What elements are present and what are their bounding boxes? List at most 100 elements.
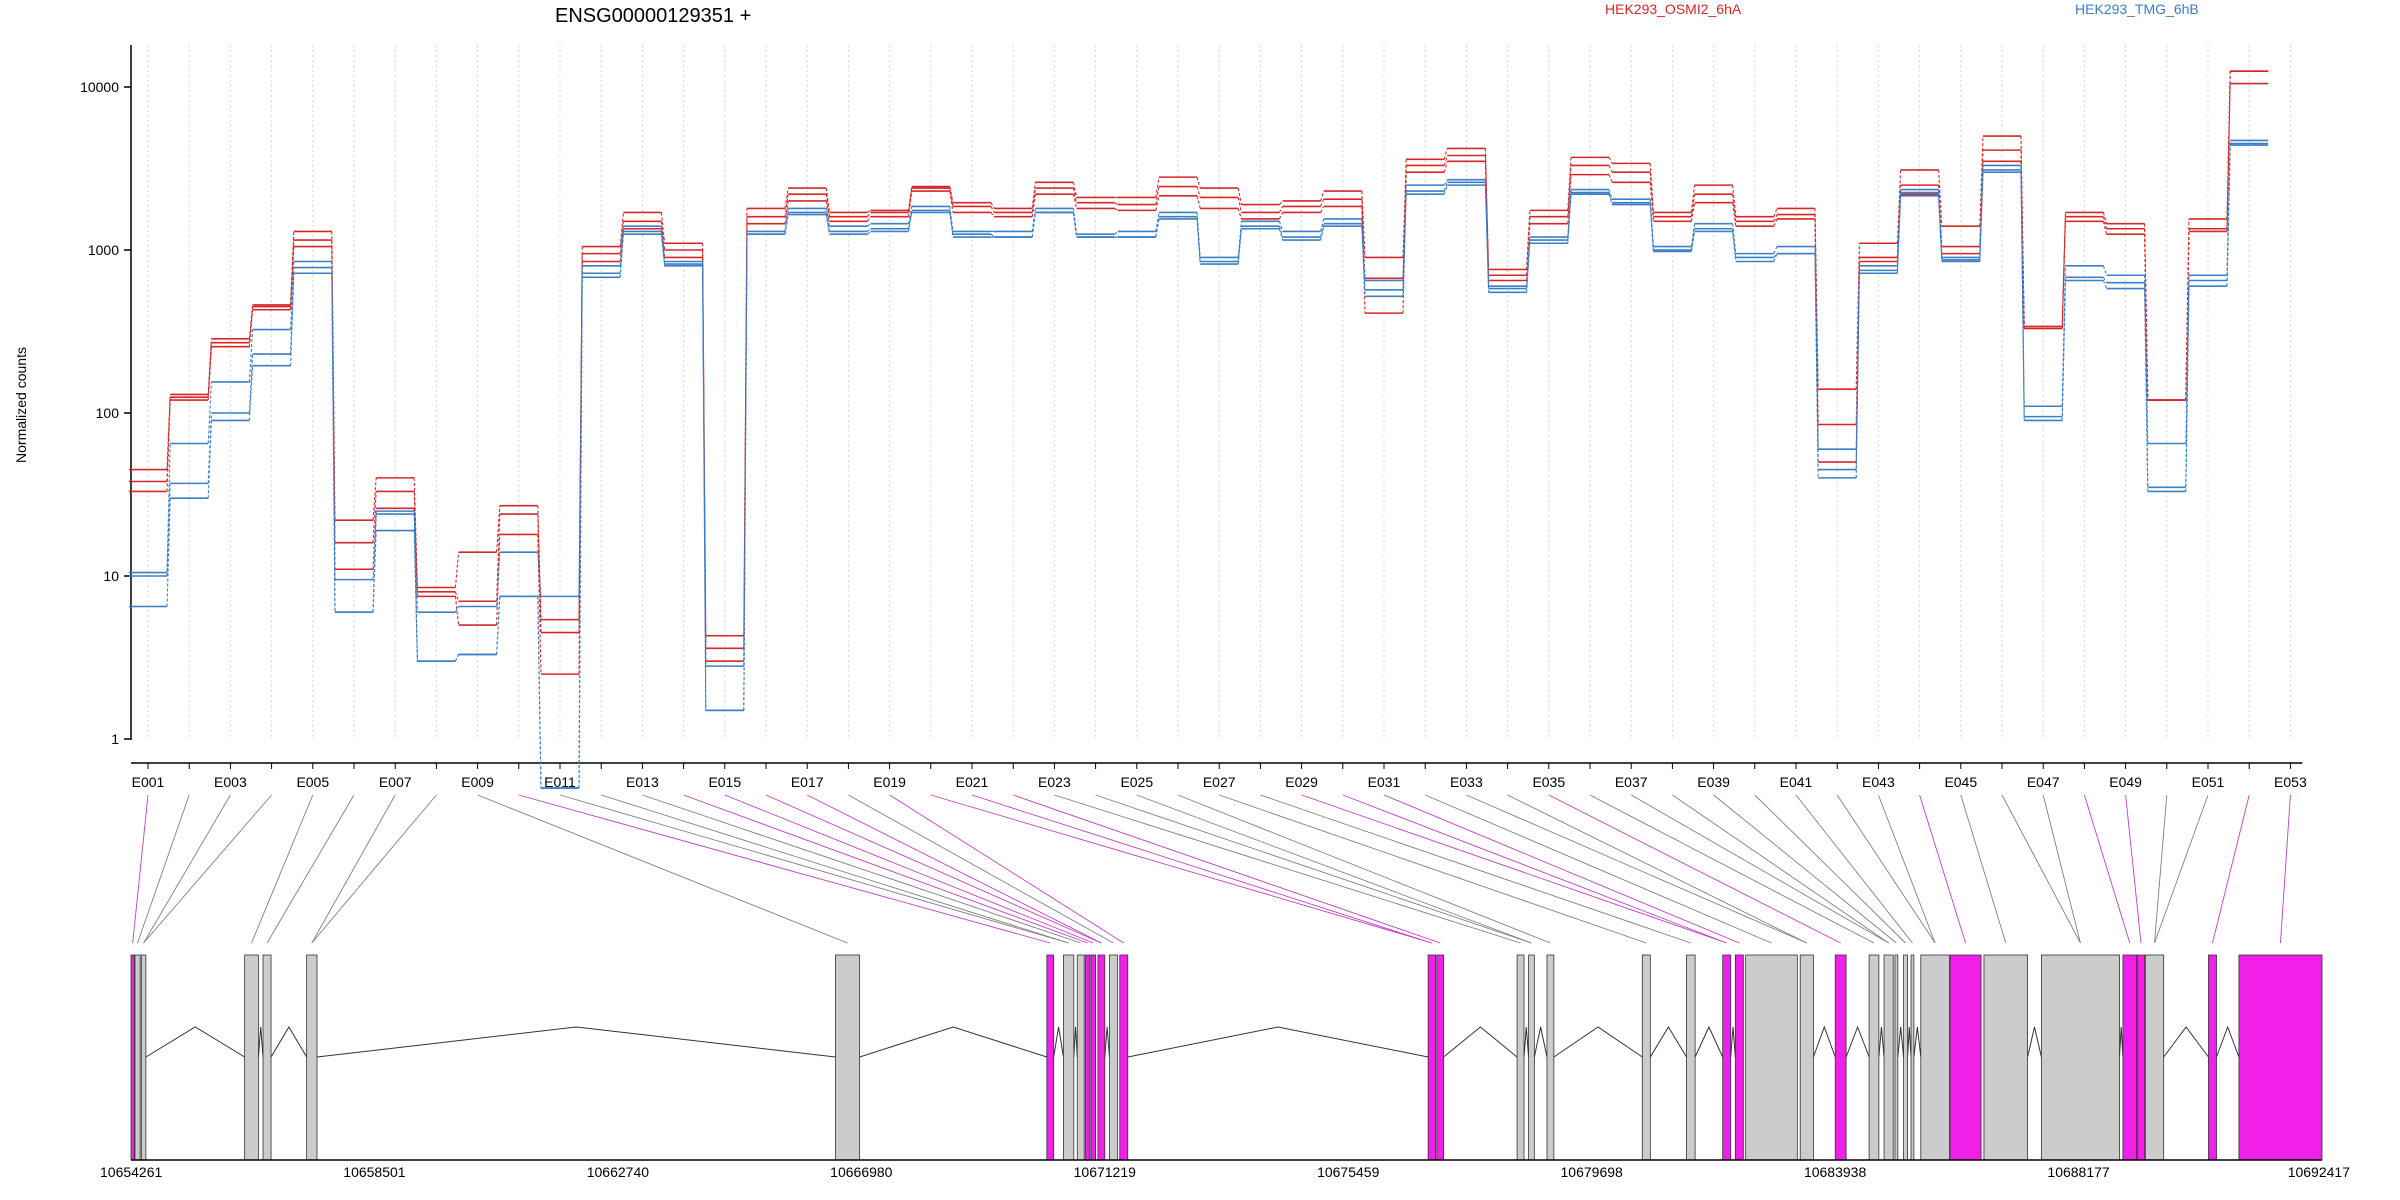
series-transition	[2226, 71, 2231, 229]
series-transition	[537, 534, 542, 675]
series-transition	[1031, 187, 1036, 213]
exon-significant	[1097, 954, 1106, 1161]
series-transition	[1567, 194, 1572, 244]
intron	[1533, 1026, 1548, 1058]
series-transition	[537, 596, 542, 789]
x-tick-label: E051	[2192, 774, 2225, 790]
intron-lines	[145, 1025, 2240, 1058]
series-transition	[1814, 253, 1819, 478]
series-transition	[2185, 231, 2190, 401]
exon-significant	[130, 954, 135, 1161]
genomic-coordinate-label: 10658501	[343, 1164, 406, 1180]
series-transition	[372, 511, 377, 580]
series-transition	[1814, 208, 1819, 390]
series-transition	[660, 234, 666, 266]
series-transition	[990, 233, 995, 238]
series-transition	[1114, 207, 1119, 211]
series-transition	[372, 491, 377, 543]
connector	[1425, 794, 1772, 944]
series-transition	[1443, 161, 1448, 173]
series-transition	[1320, 226, 1325, 241]
x-tick-label: E007	[379, 774, 412, 790]
series-transition	[1443, 155, 1448, 166]
exon	[244, 954, 259, 1161]
exon	[140, 954, 147, 1161]
series-transition	[454, 654, 460, 662]
series-transition	[2102, 280, 2108, 289]
series-transition	[1278, 221, 1284, 232]
connector	[1919, 794, 1967, 944]
exon	[1903, 954, 1908, 1161]
series-transition	[1526, 243, 1531, 293]
series-transition	[413, 511, 418, 613]
exon	[1528, 954, 1535, 1161]
series-transition	[2144, 288, 2149, 492]
connector	[1960, 794, 2007, 944]
series-red	[129, 70, 2269, 650]
connector	[971, 794, 1432, 944]
connector	[1013, 794, 1441, 944]
series-transition	[2061, 221, 2066, 329]
series-transition	[1773, 246, 1778, 254]
series-transition	[1690, 223, 1696, 247]
connector	[2125, 794, 2142, 944]
series-transition	[166, 498, 171, 607]
exon-significant	[2238, 954, 2323, 1161]
intron	[257, 1026, 264, 1058]
exon	[306, 954, 318, 1161]
series-transition	[1196, 186, 1201, 198]
exon-boxes	[130, 954, 2323, 1161]
series-transition	[413, 491, 418, 592]
series-transition	[1320, 206, 1325, 213]
intron	[2118, 1026, 2124, 1058]
x-tick-label: E013	[626, 774, 659, 790]
x-tick-label: E003	[214, 774, 247, 790]
intron	[1443, 1026, 1518, 1058]
connector	[2212, 794, 2250, 944]
plot-title: ENSG00000129351 +	[555, 5, 751, 27]
series-transition	[1526, 240, 1531, 289]
intron	[1730, 1026, 1736, 1058]
connector	[477, 794, 848, 944]
series-transition	[1896, 195, 1902, 274]
series-transition	[949, 212, 954, 238]
intron	[1897, 1026, 1905, 1058]
series-transition	[1278, 228, 1284, 241]
series-transition	[166, 394, 171, 470]
series-transition	[290, 273, 295, 366]
connector	[765, 794, 1102, 944]
connector	[251, 794, 314, 944]
series-transition	[537, 552, 542, 597]
genomic-coordinate-label: 10666980	[830, 1164, 893, 1180]
series-transition	[1361, 226, 1366, 297]
series-transition	[331, 261, 336, 580]
series-transition	[1608, 194, 1613, 205]
series-transition	[1237, 208, 1242, 220]
series-transition	[537, 505, 542, 620]
exon-significant	[2208, 954, 2217, 1161]
x-tick-label: E031	[1368, 774, 1401, 790]
x-tick-label: E053	[2274, 774, 2307, 790]
series-transition	[1031, 194, 1036, 217]
series-transition	[1484, 182, 1490, 289]
series-transition	[2144, 275, 2149, 444]
series-transition	[2061, 212, 2066, 327]
series-transition	[166, 400, 171, 492]
series-transition	[2102, 212, 2108, 224]
series-transition	[1072, 194, 1078, 209]
series-transition	[1320, 198, 1325, 207]
connector	[143, 794, 272, 944]
connector	[1877, 794, 1936, 944]
connector	[1507, 794, 1808, 944]
series-transition	[1031, 182, 1036, 209]
x-tick-label: E005	[296, 774, 329, 790]
x-tick-label: E039	[1697, 774, 1730, 790]
legend-entry-osmi2: HEK293_OSMI2_6hA	[1605, 1, 1742, 17]
series-transition	[1320, 190, 1325, 202]
series-transition	[2020, 169, 2025, 417]
genomic-coordinate-label: 10675459	[1317, 1164, 1380, 1180]
connector	[1260, 794, 1691, 944]
connector	[2001, 794, 2081, 944]
exon	[1883, 954, 1894, 1161]
series-transition	[1278, 212, 1284, 220]
